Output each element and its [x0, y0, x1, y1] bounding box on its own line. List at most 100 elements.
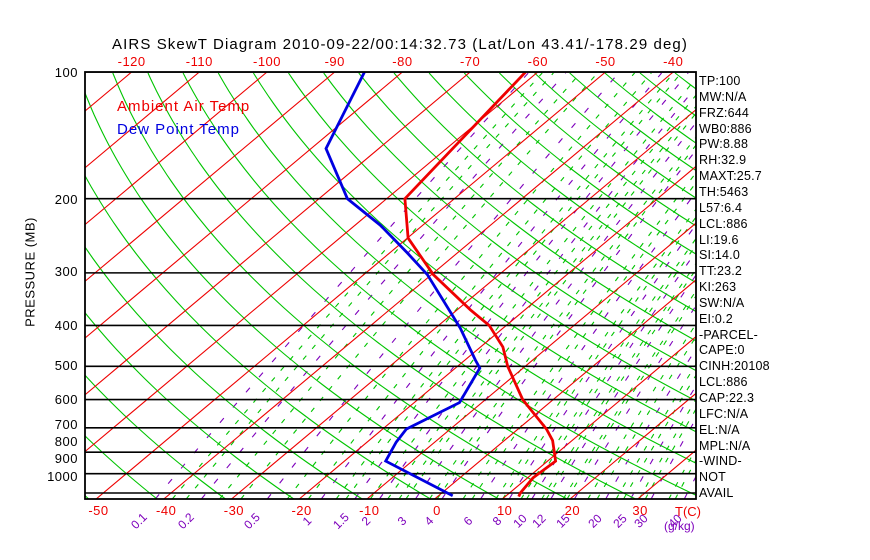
- panel-item: MW:N/A: [699, 89, 747, 104]
- panel-item: PW:8.88: [699, 137, 749, 152]
- minor-moisture-line: [398, 105, 696, 499]
- panel-item: TP:100: [699, 74, 741, 88]
- isotherm-line: [163, 72, 674, 499]
- isotherm-line: [85, 72, 471, 396]
- bottom-temp-tick-label: 20: [564, 503, 581, 518]
- mixing-ratio-line: [378, 86, 696, 499]
- panel-item: L57:6.4: [699, 200, 743, 215]
- panel-item: CAPE:0: [699, 343, 745, 358]
- isotherm-line: [85, 72, 200, 169]
- panel-item: LCL:886: [699, 216, 748, 231]
- top-temp-tick-label: -120: [117, 54, 146, 69]
- minor-moisture-line: [520, 237, 696, 499]
- minor-moisture-line: [369, 77, 696, 499]
- pressure-tick-label: 300: [54, 264, 78, 279]
- isotherm-line: [85, 72, 268, 226]
- isotherm-line: [637, 449, 696, 499]
- bottom-temp-tick-label: -20: [291, 503, 312, 518]
- mixing-ratio-line: [650, 417, 696, 499]
- dewpoint-profile: [324, 72, 482, 497]
- dry-adiabat-line: [569, 72, 696, 172]
- temp-axis-unit-label: T(C): [675, 504, 701, 519]
- plot-border: [84, 71, 697, 500]
- panel-item: CAP:22.3: [699, 391, 755, 405]
- dry-adiabat-line: [323, 72, 696, 372]
- panel-item: EI:0.2: [699, 311, 733, 326]
- dry-adiabat-line: [252, 72, 696, 433]
- panel-item: TT:23.2: [699, 264, 743, 279]
- bottom-temp-tick-label: -10: [359, 503, 380, 518]
- bottom-temp-tick-label: -30: [223, 503, 245, 518]
- plot-area: [85, 72, 696, 499]
- pressure-tick-label: 800: [54, 434, 78, 449]
- minor-moisture-line: [541, 262, 696, 499]
- minor-moisture-line: [638, 398, 696, 499]
- panel-item: LFC:N/A: [699, 406, 749, 421]
- panel-item: NOT: [699, 470, 726, 485]
- minor-moisture-line: [345, 72, 682, 499]
- mixing-ratio-line: [354, 72, 689, 499]
- panel-item: CINH:20108: [699, 359, 770, 374]
- top-temp-tick-label: -60: [527, 54, 548, 69]
- top-temp-tick-label: -70: [459, 54, 481, 69]
- legend-dew-point-temp: Dew Point Temp: [117, 121, 240, 138]
- panel-item: MAXT:25.7: [699, 169, 762, 184]
- panel-item: SI:14.0: [699, 248, 741, 263]
- minor-moisture-line: [219, 72, 581, 499]
- bottom-temp-tick-label: 10: [496, 503, 513, 518]
- panel-item: LI:19.6: [699, 232, 739, 247]
- dry-adiabat-line: [393, 72, 696, 313]
- legend-ambient-air-temp: Ambient Air Temp: [117, 98, 251, 115]
- panel-item: FRZ:644: [699, 105, 750, 120]
- mixing-ratio-line: [320, 72, 663, 499]
- mixing-ratio-line: [531, 250, 696, 499]
- minor-moisture-line: [240, 72, 598, 499]
- dry-adiabat-line: [428, 72, 696, 284]
- mixing-ratio-line: [414, 121, 696, 499]
- pressure-tick-label: 700: [54, 417, 78, 432]
- dry-adiabat-line: [288, 72, 696, 402]
- pressure-tick-label: 200: [54, 192, 78, 207]
- panel-item: LCL:886: [699, 375, 748, 390]
- panel-item: RH:32.9: [699, 153, 747, 168]
- panel-item: EL:N/A: [699, 422, 740, 437]
- isotherm-line: [85, 72, 403, 339]
- dry-adiabat-line: [534, 72, 696, 199]
- mixing-axis-unit-label: (g/kg): [664, 519, 695, 533]
- minor-moisture-line: [644, 407, 696, 499]
- pressure-tick-label: 1000: [47, 469, 78, 484]
- minor-moisture-line: [545, 268, 696, 499]
- panel-item: -PARCEL-: [699, 327, 759, 342]
- bottom-temp-tick-label: -40: [156, 503, 177, 518]
- panel-item: SW:N/A: [699, 295, 745, 310]
- ambient-temp-profile: [403, 72, 558, 498]
- pressure-tick-label: 600: [54, 392, 78, 407]
- top-temp-tick-label: -110: [185, 54, 213, 69]
- top-temp-tick-label: -80: [392, 54, 413, 69]
- top-temp-tick-label: -50: [595, 54, 616, 69]
- top-temp-tick-label: -90: [324, 54, 345, 69]
- mixing-ratio-line: [630, 384, 696, 499]
- isotherm-line: [85, 72, 336, 283]
- mixing-ratio-line: [154, 72, 529, 499]
- dry-adiabat-line: [358, 72, 696, 342]
- minor-moisture-line: [307, 72, 652, 499]
- isotherm-line: [366, 222, 696, 499]
- top-temp-tick-label: -100: [253, 54, 282, 69]
- bottom-temp-tick-label: -50: [88, 503, 109, 518]
- mixing-ratio-line: [441, 149, 696, 499]
- top-temp-tick-label: -40: [663, 54, 684, 69]
- panel-item: AVAIL: [699, 486, 734, 501]
- pressure-tick-label: 500: [54, 358, 78, 373]
- panel-item: KI:263: [699, 280, 737, 295]
- dry-adiabat-line: [463, 72, 696, 255]
- dry-adiabat-line: [499, 72, 696, 227]
- bottom-temp-tick-label: 30: [632, 503, 648, 518]
- mixing-ratio-line: [200, 72, 567, 499]
- panel-item: TH:5463: [699, 184, 749, 199]
- bottom-temp-tick-label: 0: [433, 503, 441, 518]
- panel-item: -WIND-: [699, 454, 742, 469]
- panel-item: WB0:886: [699, 121, 752, 136]
- pressure-tick-label: 900: [54, 451, 78, 466]
